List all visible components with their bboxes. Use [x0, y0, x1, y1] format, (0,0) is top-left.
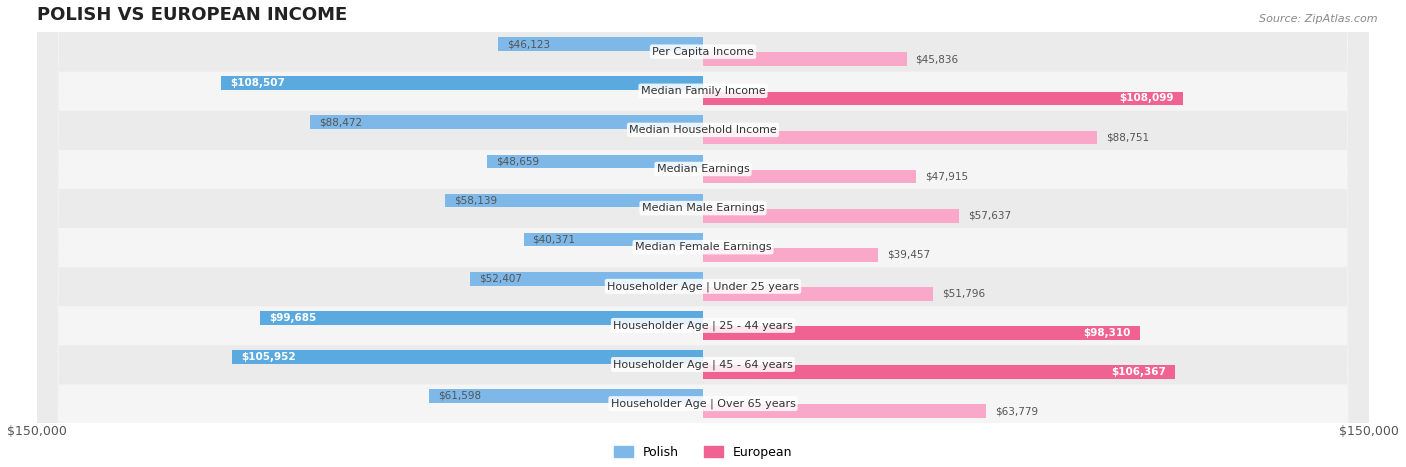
Text: $88,751: $88,751 — [1107, 133, 1149, 142]
Bar — [703, 52, 907, 66]
FancyBboxPatch shape — [37, 0, 1369, 467]
Text: Per Capita Income: Per Capita Income — [652, 47, 754, 57]
Text: $105,952: $105,952 — [242, 352, 297, 362]
Bar — [523, 233, 703, 247]
Text: $40,371: $40,371 — [533, 234, 575, 245]
Text: $88,472: $88,472 — [319, 117, 363, 127]
Text: $39,457: $39,457 — [887, 250, 931, 260]
Text: $150,000: $150,000 — [1339, 425, 1399, 438]
Text: Householder Age | Under 25 years: Householder Age | Under 25 years — [607, 281, 799, 291]
Text: $46,123: $46,123 — [508, 39, 550, 49]
Text: Source: ZipAtlas.com: Source: ZipAtlas.com — [1260, 14, 1378, 24]
Bar — [703, 209, 959, 223]
Text: $58,139: $58,139 — [454, 196, 496, 205]
Legend: Polish, European: Polish, European — [609, 441, 797, 464]
Bar — [498, 37, 703, 51]
FancyBboxPatch shape — [37, 0, 1369, 467]
Bar — [232, 350, 703, 364]
Bar — [429, 389, 703, 403]
Text: Median Household Income: Median Household Income — [628, 125, 778, 135]
Text: Householder Age | 45 - 64 years: Householder Age | 45 - 64 years — [613, 359, 793, 370]
Text: $47,915: $47,915 — [925, 171, 967, 182]
Bar — [444, 194, 703, 207]
Text: $106,367: $106,367 — [1112, 367, 1167, 377]
Bar — [703, 170, 915, 184]
Text: POLISH VS EUROPEAN INCOME: POLISH VS EUROPEAN INCOME — [37, 7, 347, 24]
Text: Median Earnings: Median Earnings — [657, 164, 749, 174]
Bar — [221, 76, 703, 90]
FancyBboxPatch shape — [37, 0, 1369, 467]
Bar — [703, 404, 986, 418]
Text: $98,310: $98,310 — [1083, 328, 1130, 338]
Text: $108,099: $108,099 — [1119, 93, 1174, 103]
Bar — [260, 311, 703, 325]
FancyBboxPatch shape — [37, 0, 1369, 467]
Bar — [311, 115, 703, 129]
Bar — [703, 92, 1182, 105]
FancyBboxPatch shape — [37, 0, 1369, 467]
Text: Median Female Earnings: Median Female Earnings — [634, 242, 772, 252]
Text: $61,598: $61,598 — [439, 391, 481, 401]
Bar — [470, 272, 703, 285]
Text: $150,000: $150,000 — [7, 425, 67, 438]
FancyBboxPatch shape — [37, 0, 1369, 467]
Bar — [703, 248, 879, 262]
Bar — [486, 155, 703, 168]
Text: $63,779: $63,779 — [995, 406, 1038, 416]
Bar — [703, 131, 1097, 144]
Text: $45,836: $45,836 — [915, 54, 959, 64]
Bar — [703, 287, 934, 301]
Text: $51,796: $51,796 — [942, 289, 986, 299]
FancyBboxPatch shape — [37, 0, 1369, 467]
Text: $108,507: $108,507 — [231, 78, 285, 88]
Text: $99,685: $99,685 — [269, 313, 316, 323]
Bar — [703, 365, 1175, 379]
Text: Householder Age | 25 - 44 years: Householder Age | 25 - 44 years — [613, 320, 793, 331]
Bar — [703, 326, 1140, 340]
FancyBboxPatch shape — [37, 0, 1369, 467]
Text: $57,637: $57,637 — [967, 211, 1011, 221]
Text: $52,407: $52,407 — [479, 274, 522, 283]
Text: $48,659: $48,659 — [496, 156, 538, 166]
FancyBboxPatch shape — [37, 0, 1369, 467]
Text: Median Male Earnings: Median Male Earnings — [641, 203, 765, 213]
FancyBboxPatch shape — [37, 0, 1369, 467]
Text: Median Family Income: Median Family Income — [641, 86, 765, 96]
Text: Householder Age | Over 65 years: Householder Age | Over 65 years — [610, 398, 796, 409]
